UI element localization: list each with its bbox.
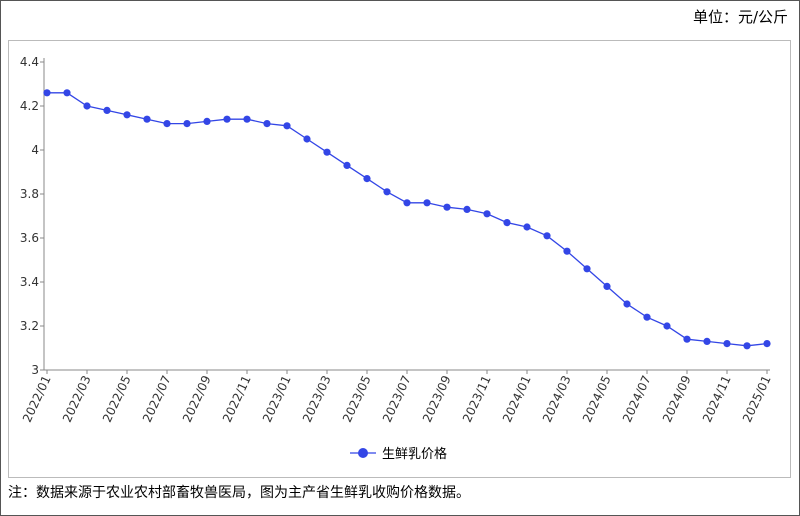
point [343,161,351,169]
point [763,340,771,348]
point [403,199,411,207]
note: 注：数据来源于农业农村部畜牧兽医局，图为主产省生鲜乳收购价格数据。 [8,485,470,501]
y-tick-label: 4 [31,143,39,157]
point [83,102,91,110]
y-tick-label: 3 [31,363,39,377]
point [743,342,751,350]
point [263,120,271,128]
point [683,335,691,343]
point [303,135,311,143]
unit-label: 单位：元/公斤 [693,8,788,26]
point [463,205,471,213]
point [243,115,251,123]
y-tick-label: 3.8 [20,187,39,201]
point [163,120,171,128]
point [383,188,391,196]
point [623,300,631,308]
point [223,115,231,123]
point [183,120,191,128]
legend-marker [358,448,368,458]
point [643,313,651,321]
point [103,106,111,114]
point [663,322,671,330]
point [503,219,511,227]
point [483,210,491,218]
point [723,340,731,348]
y-tick-label: 3.2 [20,319,39,333]
y-tick-label: 3.4 [20,275,39,289]
point [63,89,71,97]
point [603,282,611,290]
chart-frame [8,40,791,478]
y-tick-label: 4.2 [20,99,39,113]
point [283,122,291,130]
point [323,148,331,156]
point [543,232,551,240]
point [143,115,151,123]
y-tick-label: 4.4 [20,55,39,69]
point [43,89,51,97]
point [123,111,131,119]
point [363,175,371,183]
point [703,337,711,345]
legend-label: 生鲜乳价格 [382,446,447,462]
point [203,117,211,125]
point [583,265,591,273]
point [563,247,571,255]
y-tick-label: 3.6 [20,231,39,245]
point [523,223,531,231]
point [423,199,431,207]
point [443,203,451,211]
